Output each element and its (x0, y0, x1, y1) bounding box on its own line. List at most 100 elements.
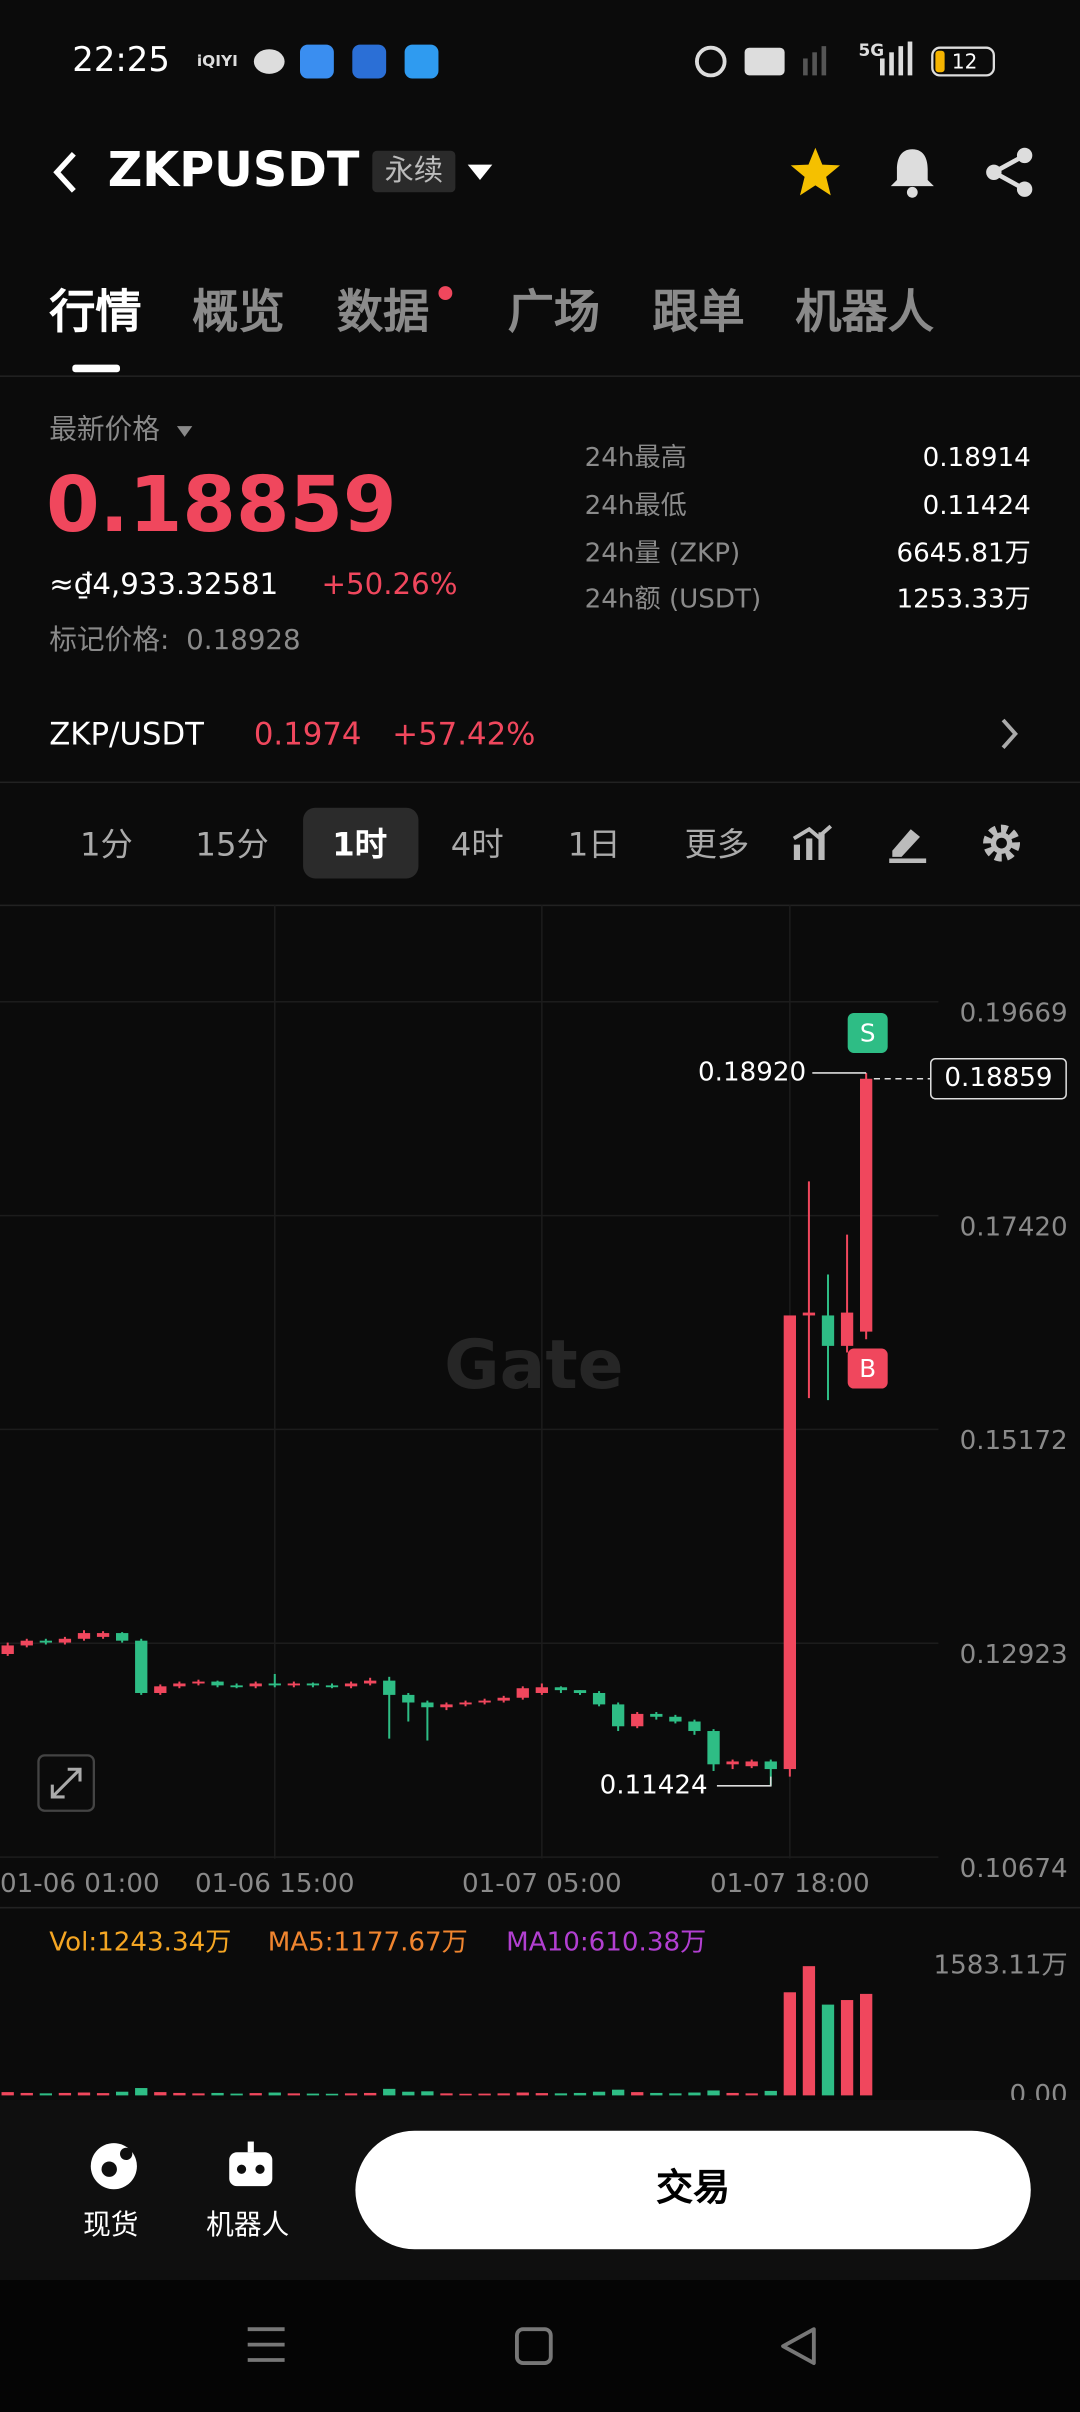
contract-badge: 永续 (372, 150, 456, 193)
low-label: 0.11424 (600, 1770, 708, 1800)
volume-bar (497, 2093, 510, 2096)
candle-body (783, 1315, 797, 1770)
volume-bar (745, 2093, 758, 2096)
high-label: 0.18920 (698, 1057, 806, 1087)
candle-body (173, 1683, 186, 1687)
draw-button[interactable] (886, 823, 929, 864)
indicator-button[interactable] (791, 823, 834, 863)
symbol[interactable]: ZKPUSDT (107, 143, 360, 199)
y-tick-label: 0.17420 (960, 1212, 1068, 1242)
volume-bar (364, 2092, 377, 2096)
watermark: Gate (444, 1325, 624, 1404)
robot-icon[interactable] (225, 2138, 277, 2190)
svg-text:iQIYI: iQIYI (197, 52, 238, 70)
candle-body (669, 1716, 682, 1722)
tab[interactable]: 概览 (192, 286, 285, 341)
volume-bar (268, 2092, 281, 2096)
share-button[interactable] (982, 145, 1037, 200)
candle-body (497, 1697, 510, 1701)
mark-price: 0.18928 (186, 624, 301, 657)
candle-body (383, 1680, 396, 1695)
sell-marker: S (860, 1018, 876, 1047)
y-tick-label: 0.19669 (960, 999, 1068, 1029)
nav-home[interactable] (512, 2325, 555, 2368)
candle-body (554, 1687, 568, 1691)
volume-bar (440, 2093, 453, 2096)
interval[interactable]: 1时 (332, 826, 388, 864)
kline-chart: Gate Vol:1243.34万 MA5:1177.67万 MA10:610.… (0, 904, 1080, 2110)
pair-price: 0.1974 (253, 715, 362, 753)
tab[interactable]: 机器人 (795, 286, 934, 341)
volume-bar (1, 2092, 14, 2096)
volume-bar (592, 2091, 606, 2096)
spot-label[interactable]: 现货 (83, 2209, 139, 2242)
volume-bar (402, 2091, 415, 2096)
spot-icon[interactable] (88, 2140, 140, 2192)
candle-body (631, 1713, 644, 1727)
interval[interactable]: 1日 (567, 826, 621, 864)
trade-label[interactable]: 交易 (656, 2166, 731, 2210)
volume-bar (650, 2092, 663, 2096)
stat-value: 6645.81万 (896, 538, 1031, 570)
candle-body (764, 1761, 777, 1770)
volume-bar (383, 2088, 396, 2096)
expand-button[interactable] (37, 1754, 96, 1812)
volume-bar (631, 2092, 644, 2096)
last-price: 0.18859 (46, 460, 397, 550)
volume-tick-label: 1583.11万 (933, 1951, 1067, 1981)
tab[interactable]: 行情 (49, 286, 142, 341)
robot-label[interactable]: 机器人 (206, 2209, 290, 2242)
candle-body (306, 1683, 320, 1686)
candle-body (39, 1640, 53, 1643)
favorite-star[interactable] (788, 145, 843, 200)
candle-body (192, 1681, 205, 1684)
candle-body (592, 1692, 606, 1705)
candle-body (77, 1633, 91, 1639)
volume-bar (821, 2004, 835, 2096)
candle-body (364, 1680, 377, 1684)
pair-name[interactable]: ZKP/USDT (49, 715, 204, 753)
volume-bar (116, 2091, 129, 2096)
trade-button[interactable] (355, 2130, 1031, 2250)
pair-chevron[interactable] (997, 717, 1022, 751)
alert-bell[interactable] (886, 145, 938, 200)
x-tick-label: 01-07 18:00 (710, 1869, 870, 1899)
tab[interactable]: 跟单 (652, 286, 745, 341)
interval[interactable]: 4时 (450, 826, 504, 864)
volume-bar (516, 2092, 529, 2096)
sell-marker-bg (847, 1012, 888, 1053)
volume-bar (612, 2089, 625, 2096)
volume-bar (783, 1992, 797, 2096)
volume-bar (58, 2092, 72, 2096)
volume-bar (478, 2093, 491, 2096)
price-label[interactable]: 最新价格 (49, 413, 161, 447)
volume-bar (211, 2092, 224, 2096)
settings-button[interactable] (982, 823, 1022, 863)
x-tick-label: 01-06 15:00 (195, 1869, 355, 1899)
interval[interactable]: 更多 (684, 826, 750, 864)
nav-menu[interactable] (243, 2323, 289, 2366)
nav-back[interactable] (777, 2325, 820, 2368)
interval[interactable]: 15分 (195, 826, 269, 864)
tab[interactable]: 数据 (336, 286, 430, 341)
volume-bar (344, 2093, 358, 2096)
volume-bar (39, 2093, 53, 2096)
candle-body (230, 1685, 243, 1688)
status-battery: 12 (952, 50, 977, 74)
tab[interactable]: 广场 (507, 286, 601, 341)
volume-bar (96, 2093, 110, 2096)
interval[interactable]: 1分 (80, 826, 133, 864)
vol-legend: Vol:1243.34万 (49, 1928, 231, 1958)
back-button[interactable] (46, 148, 86, 197)
volume-bar (459, 2093, 472, 2096)
symbol-dropdown[interactable] (466, 162, 494, 184)
candle-body (211, 1681, 224, 1686)
buy-marker: B (859, 1354, 876, 1383)
ma10-legend: MA10:610.38万 (506, 1928, 706, 1958)
volume-bar (840, 2000, 854, 2096)
candle-body (726, 1761, 739, 1765)
volume-bar (764, 2090, 777, 2096)
candle-body (840, 1312, 854, 1346)
divider (0, 375, 1080, 377)
